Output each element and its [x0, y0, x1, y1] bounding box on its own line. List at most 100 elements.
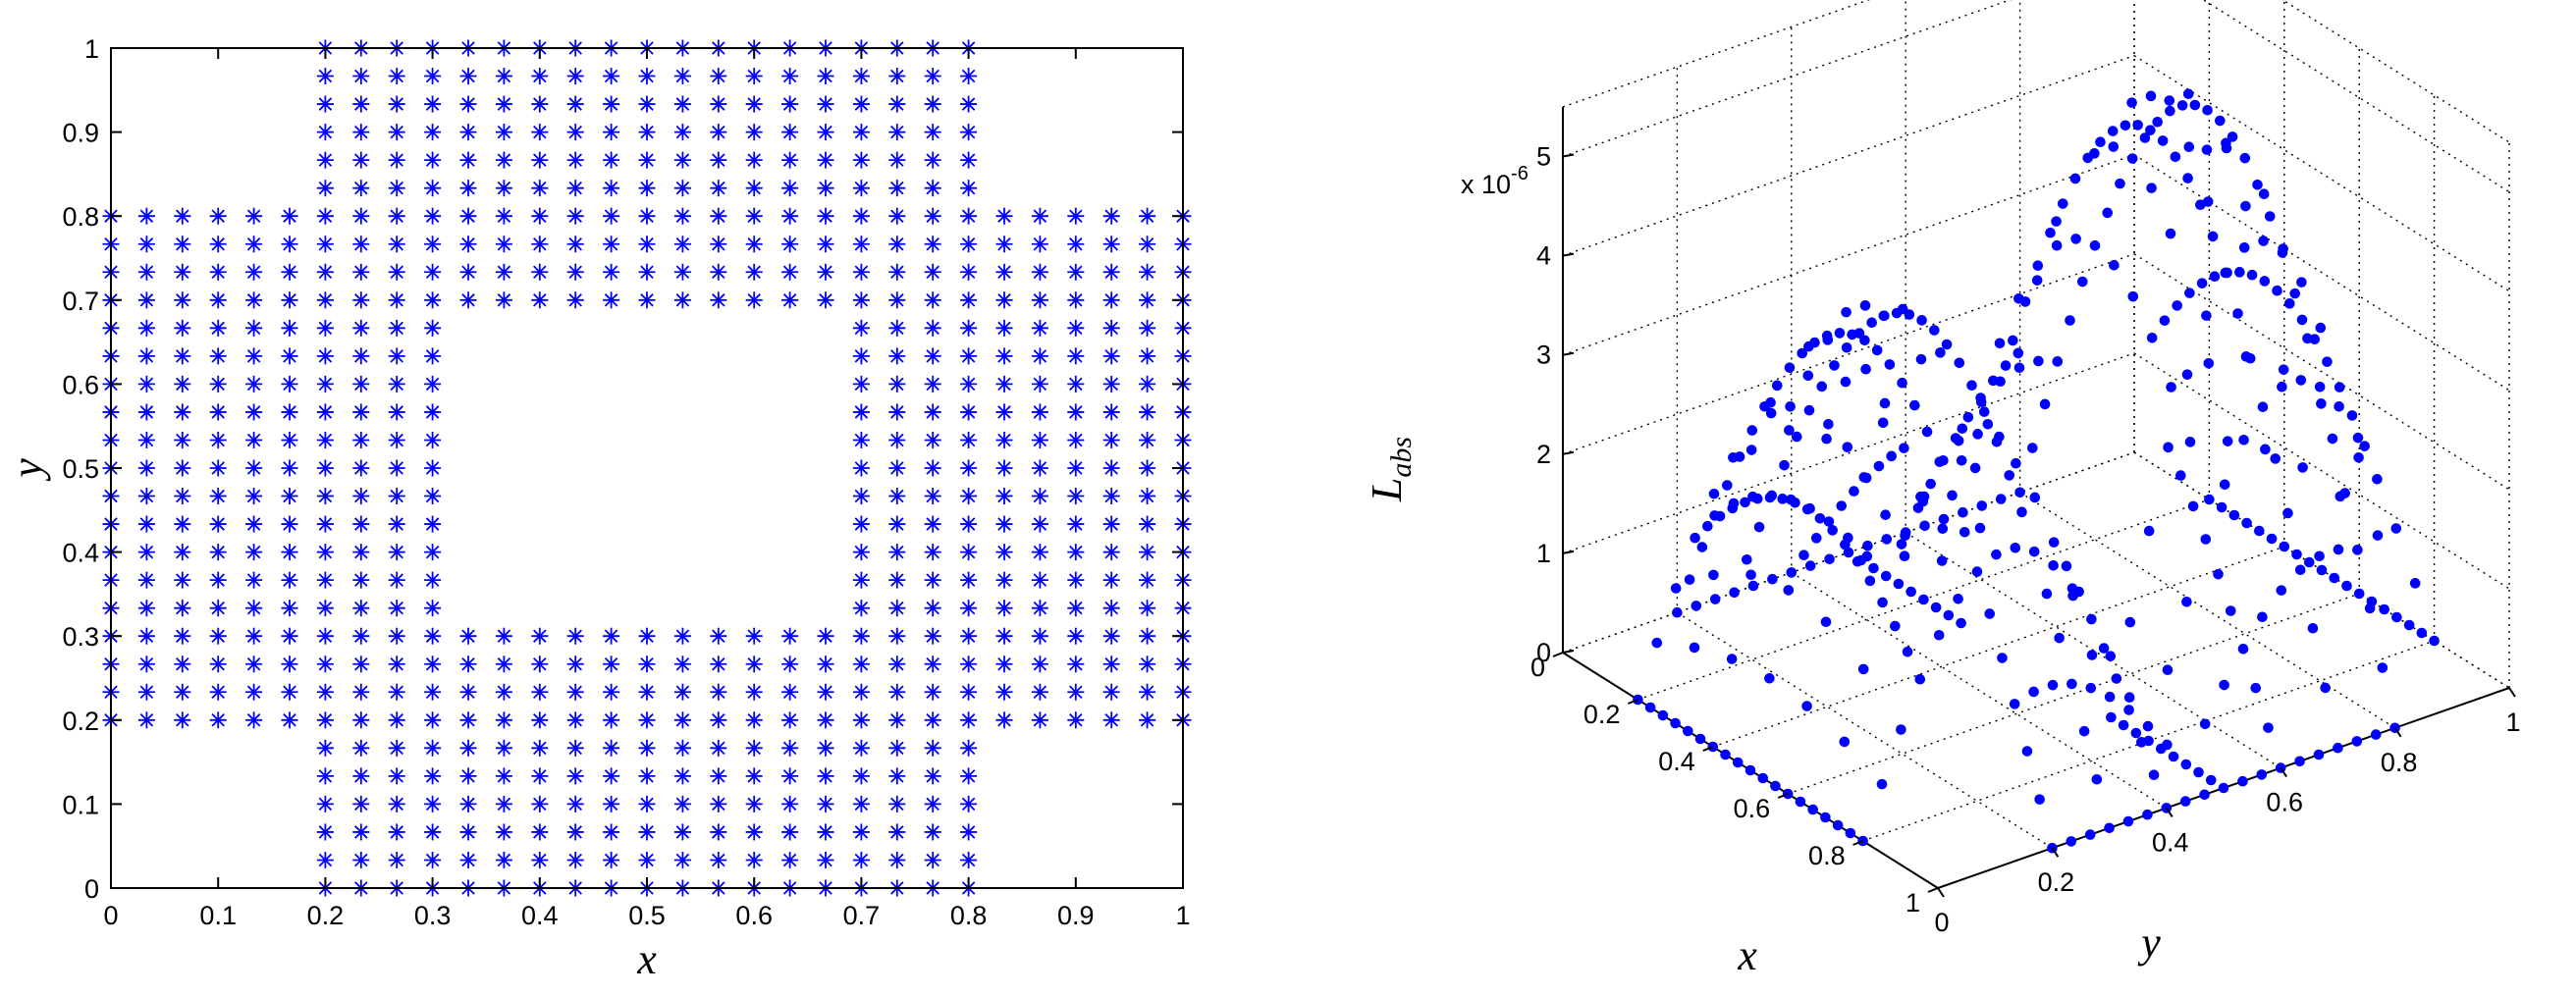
- data-point: [2252, 179, 2263, 190]
- data-point: [1785, 401, 1796, 412]
- data-point: [281, 600, 298, 617]
- data-point: [245, 459, 263, 477]
- data-point: [960, 403, 978, 421]
- data-point: [1881, 534, 1893, 545]
- data-point: [495, 627, 512, 645]
- data-point: [2205, 774, 2217, 786]
- data-point: [2254, 525, 2265, 537]
- data-point: [424, 739, 442, 757]
- data-point: [817, 711, 834, 729]
- data-point: [710, 291, 727, 309]
- z-tick: [1562, 153, 1575, 158]
- data-point: [137, 571, 155, 589]
- data-point: [888, 515, 906, 533]
- data-point: [1880, 570, 1892, 582]
- data-point: [2069, 173, 2081, 184]
- data-point: [424, 403, 442, 421]
- data-point: [459, 823, 477, 841]
- data-point: [566, 68, 584, 85]
- data-point: [852, 151, 870, 169]
- data-point: [673, 851, 691, 868]
- data-point: [852, 319, 870, 337]
- data-point: [388, 124, 405, 141]
- data-point: [2085, 682, 2097, 694]
- data-point: [995, 459, 1013, 477]
- data-point: [817, 795, 834, 813]
- x-tick-label: 0.1: [199, 901, 237, 930]
- data-point: [1139, 571, 1156, 589]
- data-point: [2086, 613, 2097, 625]
- data-point: [2200, 534, 2212, 545]
- data-point: [1031, 291, 1048, 309]
- data-point: [1139, 347, 1156, 365]
- data-point: [1997, 653, 2008, 663]
- data-point: [2145, 125, 2156, 135]
- data-point: [531, 627, 549, 645]
- data-point: [1809, 337, 1820, 348]
- x-tick: [1927, 887, 1939, 893]
- data-point: [316, 739, 334, 757]
- data-point: [960, 180, 978, 197]
- data-point: [459, 95, 477, 113]
- data-point: [2021, 746, 2033, 757]
- data-point: [495, 711, 512, 729]
- data-point: [2104, 822, 2115, 834]
- data-point: [2048, 537, 2060, 548]
- data-point: [2390, 523, 2402, 534]
- data-point: [388, 68, 405, 85]
- data-point: [174, 571, 191, 589]
- data-point: [495, 263, 512, 281]
- data-point: [1877, 597, 1888, 608]
- data-point: [2157, 135, 2169, 146]
- data-point: [673, 236, 691, 253]
- data-point: [960, 823, 978, 841]
- data-point: [2175, 470, 2186, 481]
- data-point: [1914, 673, 1926, 685]
- data-point: [1832, 819, 1844, 831]
- data-point: [888, 95, 906, 113]
- data-point: [2126, 97, 2137, 108]
- data-point: [1102, 655, 1120, 673]
- data-point: [137, 236, 155, 253]
- data-point: [888, 767, 906, 785]
- data-point: [2320, 682, 2331, 694]
- data-point: [673, 124, 691, 141]
- data-point: [316, 627, 334, 645]
- data-point: [1802, 370, 1814, 382]
- data-point: [995, 627, 1013, 645]
- x-tick-label: 0.3: [414, 901, 452, 930]
- data-point: [388, 263, 405, 281]
- z-tick-label: 0: [1536, 638, 1551, 667]
- data-point: [459, 767, 477, 785]
- data-point: [2011, 457, 2021, 469]
- data-point: [2219, 479, 2230, 491]
- data-point: [1031, 544, 1048, 561]
- data-point: [995, 655, 1013, 673]
- data-point: [1139, 544, 1156, 561]
- data-point: [566, 711, 584, 729]
- data-point: [1747, 580, 1759, 592]
- data-point: [1790, 498, 1800, 508]
- data-point: [603, 151, 620, 169]
- data-point: [1765, 407, 1777, 419]
- data-point: [388, 236, 405, 253]
- data-point: [1896, 539, 1907, 550]
- data-point: [745, 236, 763, 253]
- side-wall-grid-line: [2202, 0, 2510, 193]
- data-point: [137, 319, 155, 337]
- data-point: [710, 627, 727, 645]
- data-point: [2123, 705, 2134, 715]
- data-point: [1031, 711, 1048, 729]
- data-point: [2136, 737, 2147, 748]
- data-point: [852, 124, 870, 141]
- data-point: [316, 403, 334, 421]
- data-point: [316, 600, 334, 617]
- data-point: [1102, 459, 1120, 477]
- data-point: [174, 347, 191, 365]
- data-point: [995, 291, 1013, 309]
- data-point: [2183, 141, 2195, 153]
- data-point: [888, 263, 906, 281]
- data-point: [1905, 586, 1916, 598]
- x-tick: [1628, 699, 1638, 705]
